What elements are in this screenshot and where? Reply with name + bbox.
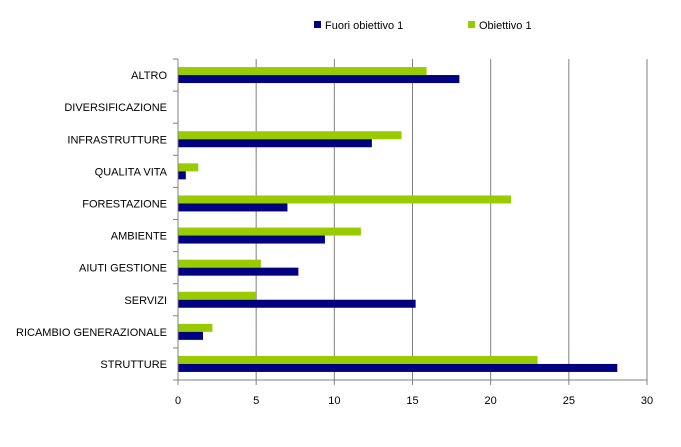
bar-obiettivo-1-aiuti-gestione xyxy=(178,259,261,268)
bar-obiettivo-1-altro xyxy=(178,67,427,76)
x-tick-label-10: 10 xyxy=(328,395,340,407)
category-label-ricambio-generazionale: RICAMBIO GENERAZIONALE xyxy=(16,327,167,339)
category-label-forestazione: FORESTAZIONE xyxy=(82,198,167,210)
bar-obiettivo-1-servizi xyxy=(178,291,257,300)
legend-swatch-fuori-obiettivo-1 xyxy=(314,21,321,28)
category-labels: ALTRO DIVERSIFICAZIONE INFRASTRUTTURE QUALI… xyxy=(16,70,168,371)
bar-fuori-obiettivo-1-aiuti-gestione xyxy=(178,267,299,276)
axes xyxy=(173,58,648,385)
bar-fuori-obiettivo-1-infrastrutture xyxy=(178,139,372,148)
bar-fuori-obiettivo-1-servizi xyxy=(178,299,416,308)
bar-obiettivo-1-qualita-vita xyxy=(178,163,199,172)
category-label-ambiente: AMBIENTE xyxy=(111,231,167,243)
x-tick-label-30: 30 xyxy=(641,395,653,407)
category-label-servizi: SERVIZI xyxy=(124,295,167,307)
x-tick-label-20: 20 xyxy=(485,395,497,407)
bar-obiettivo-1-strutture xyxy=(178,355,538,364)
legend-label-fuori-obiettivo-1: Fuori obiettivo 1 xyxy=(325,20,403,32)
legend-label-obiettivo-1: Obiettivo 1 xyxy=(479,20,532,32)
category-label-strutture: STRUTTURE xyxy=(100,359,167,371)
category-label-diversificazione: DIVERSIFICAZIONE xyxy=(64,102,167,114)
legend: Fuori obiettivo 1 Obiettivo 1 xyxy=(314,20,532,32)
x-tick-label-25: 25 xyxy=(563,395,575,407)
bar-obiettivo-1-ambiente xyxy=(178,227,361,236)
bars xyxy=(178,67,618,372)
category-label-qualita-vita: QUALITA VITA xyxy=(95,166,168,178)
bar-fuori-obiettivo-1-altro xyxy=(178,75,460,84)
category-label-infrastrutture: INFRASTRUTTURE xyxy=(67,134,167,146)
x-tick-label-15: 15 xyxy=(406,395,418,407)
bar-fuori-obiettivo-1-ricambio-generazionale xyxy=(178,331,204,340)
bar-fuori-obiettivo-1-ambiente xyxy=(178,235,325,244)
bar-obiettivo-1-ricambio-generazionale xyxy=(178,323,213,332)
bar-fuori-obiettivo-1-strutture xyxy=(178,363,618,372)
bar-obiettivo-1-forestazione xyxy=(178,195,511,204)
category-label-aiuti-gestione: AIUTI GESTIONE xyxy=(79,263,167,275)
x-tick-labels: 0 5 10 15 20 25 30 xyxy=(175,395,653,407)
x-tick-label-0: 0 xyxy=(175,395,181,407)
bar-fuori-obiettivo-1-forestazione xyxy=(178,203,288,212)
gridlines xyxy=(255,59,648,380)
legend-swatch-obiettivo-1 xyxy=(468,21,475,28)
bar-obiettivo-1-infrastrutture xyxy=(178,131,402,140)
category-label-altro: ALTRO xyxy=(131,70,167,82)
x-tick-label-5: 5 xyxy=(253,395,259,407)
bar-fuori-obiettivo-1-qualita-vita xyxy=(178,171,186,180)
